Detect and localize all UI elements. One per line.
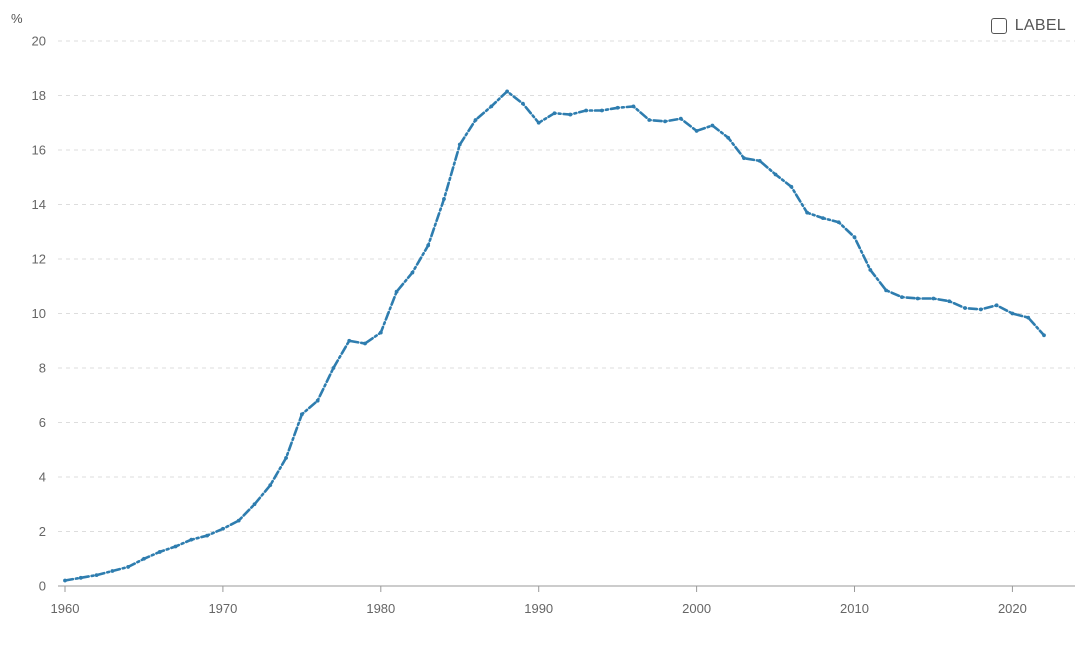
x-tick-label: 2020 — [998, 601, 1027, 616]
data-point — [821, 216, 825, 221]
data-point — [615, 105, 620, 110]
data-point — [252, 502, 257, 507]
data-point — [552, 111, 557, 116]
legend-toggle[interactable]: LABEL — [990, 17, 1066, 35]
data-point — [1042, 333, 1046, 338]
data-point — [63, 578, 67, 583]
data-point — [521, 101, 525, 106]
y-axis-unit-label: % — [11, 11, 23, 26]
y-tick-label: 10 — [32, 306, 46, 321]
data-point — [852, 235, 857, 240]
data-point — [94, 573, 99, 577]
data-point — [78, 575, 83, 580]
data-point — [978, 307, 983, 312]
data-point — [505, 89, 510, 94]
data-point — [915, 296, 920, 301]
data-point — [584, 108, 588, 113]
legend-label: LABEL — [1014, 17, 1066, 34]
data-point — [931, 296, 936, 301]
data-point — [284, 456, 288, 460]
data-point — [678, 116, 683, 121]
data-point — [994, 303, 999, 308]
data-point — [331, 366, 336, 370]
y-tick-label: 6 — [39, 415, 46, 430]
y-tick-label: 20 — [32, 34, 46, 49]
data-point — [868, 268, 873, 272]
data-point — [947, 299, 952, 304]
data-point — [157, 550, 162, 554]
data-point — [221, 526, 225, 531]
y-tick-label: 0 — [39, 579, 46, 594]
data-point — [378, 330, 383, 335]
data-point — [394, 289, 399, 294]
legend-checkbox[interactable] — [990, 18, 1007, 34]
data-point — [742, 156, 746, 161]
data-point — [110, 569, 115, 573]
data-point — [726, 135, 731, 140]
data-point — [489, 104, 494, 109]
y-tick-label: 2 — [39, 524, 46, 539]
data-point — [963, 306, 967, 310]
data-point — [126, 565, 131, 569]
x-tick-label: 2000 — [682, 601, 711, 616]
y-axis-ticks: 0 2 4 6 8 10 12 14 16 18 20 — [32, 34, 46, 594]
data-point — [884, 288, 888, 293]
grid-lines — [58, 40, 1075, 532]
data-point — [410, 270, 415, 275]
data-point — [773, 172, 778, 177]
series-line — [63, 90, 1046, 582]
data-point — [173, 544, 178, 549]
y-tick-label: 14 — [32, 197, 46, 212]
x-tick-label: 1970 — [208, 601, 237, 616]
data-point — [694, 129, 699, 133]
data-point — [473, 118, 478, 122]
series-layer — [63, 89, 1046, 583]
data-point — [805, 210, 810, 215]
data-point — [631, 104, 636, 109]
data-point — [442, 197, 446, 201]
x-tick-label: 2010 — [840, 601, 869, 616]
y-tick-label: 16 — [32, 143, 46, 158]
data-point — [142, 556, 146, 561]
y-tick-label: 12 — [32, 252, 46, 267]
data-point — [899, 295, 904, 300]
data-point — [363, 341, 367, 346]
data-point — [268, 483, 273, 488]
data-point — [663, 119, 667, 124]
data-point — [536, 120, 541, 125]
data-point — [236, 518, 241, 523]
y-tick-label: 4 — [39, 470, 46, 485]
data-point — [710, 123, 715, 128]
x-tick-label: 1990 — [524, 601, 553, 616]
data-point — [205, 533, 210, 538]
y-tick-label: 18 — [32, 88, 46, 103]
data-point — [836, 220, 841, 225]
data-point — [599, 108, 604, 113]
data-point — [299, 412, 304, 417]
x-axis: 1960 1970 1980 1990 2000 2010 2020 — [51, 585, 1075, 616]
data-point — [1010, 311, 1015, 316]
data-point — [789, 184, 794, 189]
data-point — [189, 537, 194, 542]
data-point — [568, 112, 573, 117]
data-point — [757, 159, 762, 163]
x-tick-label: 1960 — [51, 601, 80, 616]
y-tick-label: 8 — [39, 361, 46, 376]
data-point — [426, 243, 431, 248]
data-point — [647, 118, 652, 122]
data-point — [457, 142, 462, 147]
x-tick-label: 1980 — [366, 601, 395, 616]
data-point — [1026, 315, 1031, 320]
data-point — [315, 398, 320, 403]
data-point — [347, 338, 352, 343]
